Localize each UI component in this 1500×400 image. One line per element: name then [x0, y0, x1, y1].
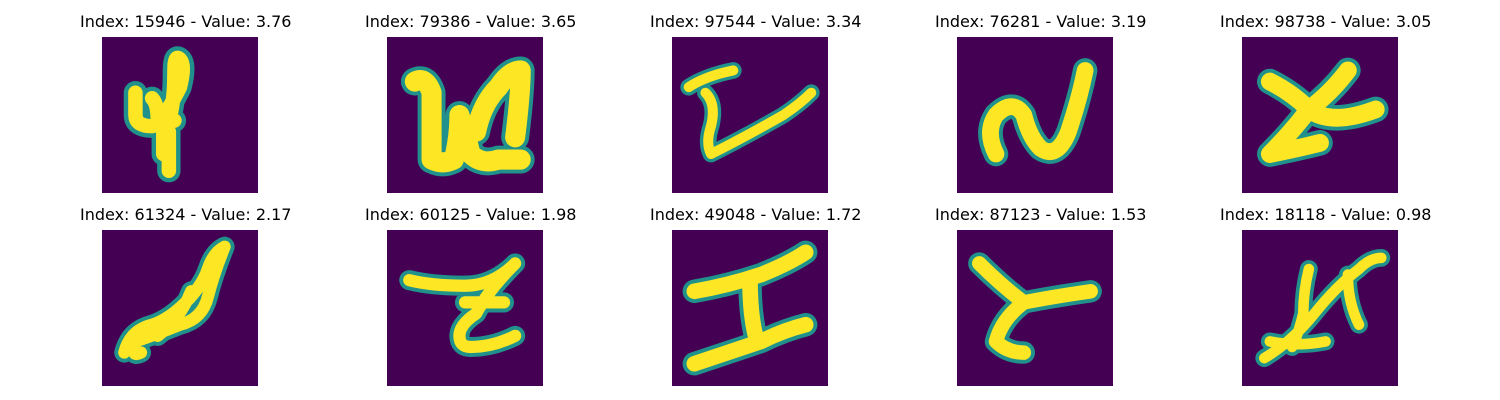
value-number: 3.65 [540, 12, 577, 31]
index-label: Index: [935, 12, 990, 31]
value-number: 1.53 [1110, 205, 1147, 224]
digit-image [387, 37, 543, 193]
index-value: 87123 [989, 205, 1041, 224]
index-label: Index: [650, 12, 705, 31]
index-value: 79386 [419, 12, 471, 31]
value-label: Value: [771, 12, 826, 31]
separator: - [185, 12, 202, 31]
panel-title: Index: 60125 - Value: 1.98 [365, 204, 576, 226]
value-label: Value: [1341, 205, 1396, 224]
separator: - [1325, 205, 1342, 224]
digit-image [102, 37, 258, 193]
index-label: Index: [1220, 12, 1275, 31]
value-number: 3.19 [1110, 12, 1147, 31]
panel-title: Index: 79386 - Value: 3.65 [365, 11, 576, 33]
separator: - [1040, 12, 1057, 31]
index-value: 49048 [704, 205, 756, 224]
panel-title: Index: 87123 - Value: 1.53 [935, 204, 1146, 226]
value-label: Value: [1056, 12, 1111, 31]
digit-image [672, 37, 828, 193]
digit-image [1242, 37, 1398, 193]
value-number: 0.98 [1395, 205, 1432, 224]
index-label: Index: [1220, 205, 1275, 224]
index-label: Index: [935, 205, 990, 224]
index-label: Index: [365, 12, 420, 31]
index-label: Index: [80, 12, 135, 31]
digit-image [957, 37, 1113, 193]
panel-title: Index: 76281 - Value: 3.19 [935, 11, 1146, 33]
panel-title: Index: 18118 - Value: 0.98 [1220, 204, 1431, 226]
value-number: 3.05 [1395, 12, 1432, 31]
index-value: 98738 [1274, 12, 1326, 31]
panel-title: Index: 49048 - Value: 1.72 [650, 204, 861, 226]
panel-title: Index: 61324 - Value: 2.17 [80, 204, 291, 226]
panel-title: Index: 15946 - Value: 3.76 [80, 11, 291, 33]
panel-title: Index: 97544 - Value: 3.34 [650, 11, 861, 33]
index-value: 97544 [704, 12, 756, 31]
panel-title: Index: 98738 - Value: 3.05 [1220, 11, 1431, 33]
index-label: Index: [365, 205, 420, 224]
digit-image [1242, 230, 1398, 386]
value-number: 3.76 [255, 12, 292, 31]
index-value: 60125 [419, 205, 471, 224]
value-label: Value: [486, 12, 541, 31]
value-label: Value: [771, 205, 826, 224]
separator: - [470, 12, 487, 31]
digit-image [102, 230, 258, 386]
index-value: 15946 [134, 12, 186, 31]
value-label: Value: [1056, 205, 1111, 224]
value-number: 1.98 [540, 205, 577, 224]
value-label: Value: [201, 12, 256, 31]
value-label: Value: [1341, 12, 1396, 31]
digit-image [387, 230, 543, 386]
separator: - [755, 205, 772, 224]
index-value: 76281 [989, 12, 1041, 31]
value-number: 3.34 [825, 12, 862, 31]
value-label: Value: [486, 205, 541, 224]
value-label: Value: [201, 205, 256, 224]
index-value: 18118 [1274, 205, 1326, 224]
index-label: Index: [80, 205, 135, 224]
digit-image [672, 230, 828, 386]
index-label: Index: [650, 205, 705, 224]
index-value: 61324 [134, 205, 186, 224]
separator: - [470, 205, 487, 224]
separator: - [185, 205, 202, 224]
value-number: 2.17 [255, 205, 292, 224]
separator: - [1040, 205, 1057, 224]
separator: - [755, 12, 772, 31]
value-number: 1.72 [825, 205, 862, 224]
digit-image [957, 230, 1113, 386]
separator: - [1325, 12, 1342, 31]
